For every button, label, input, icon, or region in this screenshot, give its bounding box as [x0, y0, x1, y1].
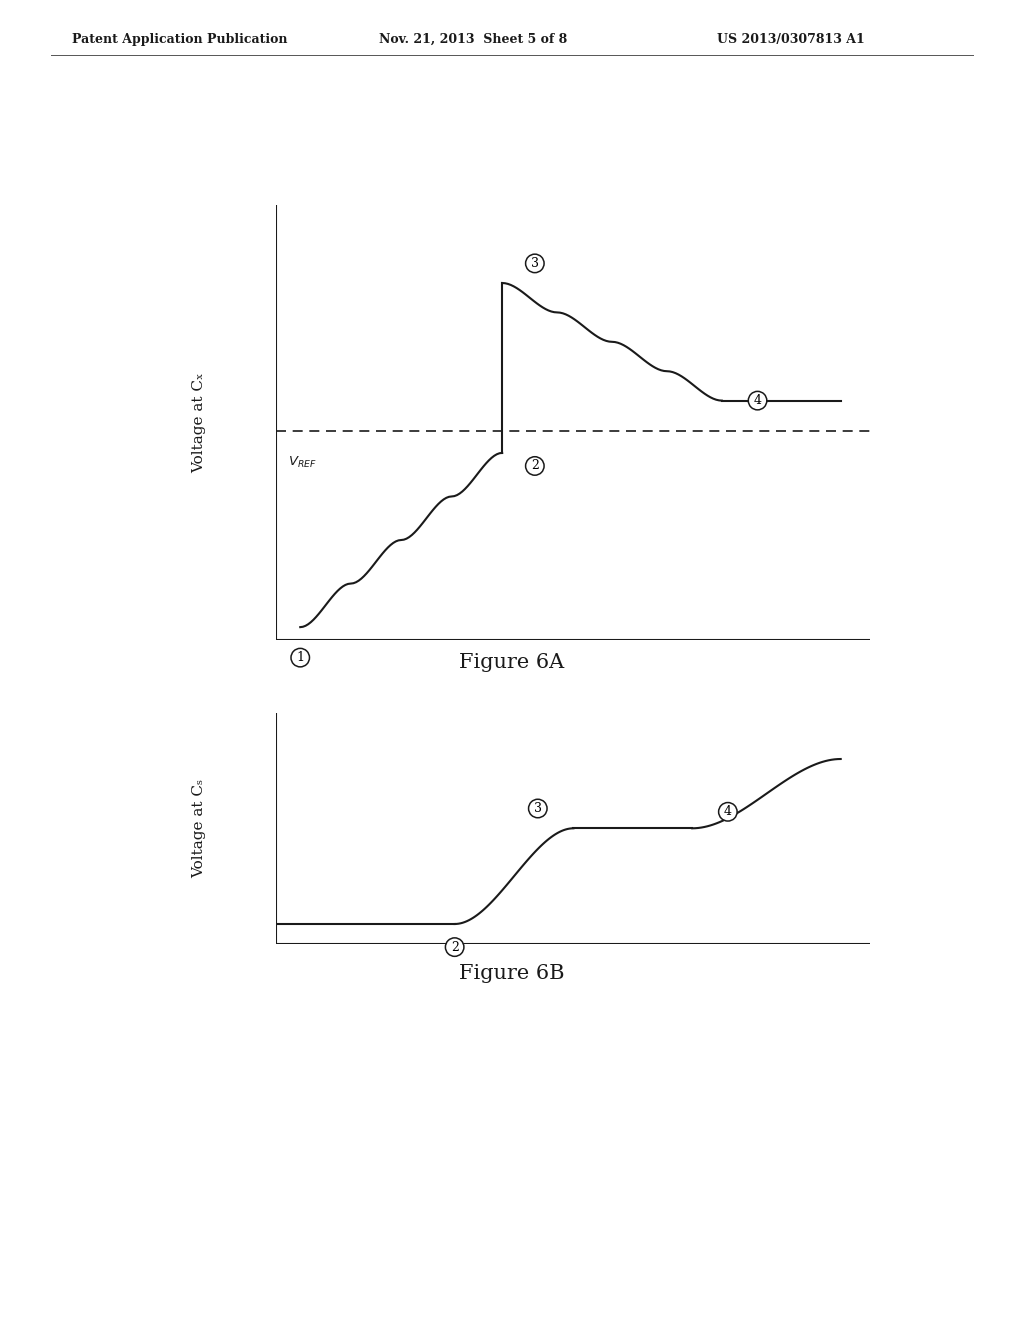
- Text: 3: 3: [534, 803, 542, 814]
- Text: Voltage at Cₓ: Voltage at Cₓ: [193, 372, 206, 473]
- Text: 2: 2: [530, 459, 539, 473]
- Text: Figure 6B: Figure 6B: [459, 964, 565, 982]
- Text: Patent Application Publication: Patent Application Publication: [72, 33, 287, 46]
- Text: 1: 1: [296, 651, 304, 664]
- Text: 2: 2: [451, 941, 459, 953]
- Text: Nov. 21, 2013  Sheet 5 of 8: Nov. 21, 2013 Sheet 5 of 8: [379, 33, 567, 46]
- Text: Figure 6A: Figure 6A: [460, 653, 564, 672]
- Text: US 2013/0307813 A1: US 2013/0307813 A1: [717, 33, 864, 46]
- Text: $V_{REF}$: $V_{REF}$: [289, 455, 317, 470]
- Text: 4: 4: [754, 395, 762, 407]
- Text: 4: 4: [724, 805, 732, 818]
- Text: 3: 3: [530, 257, 539, 269]
- Text: Voltage at Cₛ: Voltage at Cₛ: [193, 779, 206, 878]
